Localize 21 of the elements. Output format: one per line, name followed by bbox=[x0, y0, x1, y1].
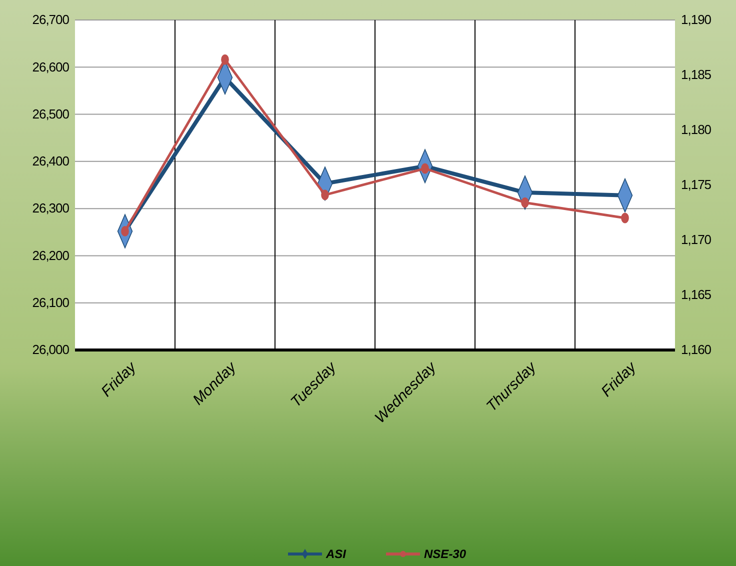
point bbox=[521, 197, 529, 208]
point bbox=[621, 212, 629, 224]
y-tick-label: 26,600 bbox=[32, 59, 70, 74]
legend-label: ASI bbox=[325, 547, 347, 561]
y2-tick-label: 1,190 bbox=[681, 12, 712, 28]
y2-tick-label: 1,170 bbox=[681, 232, 712, 248]
y-tick-label: 26,700 bbox=[32, 12, 70, 28]
point bbox=[221, 54, 229, 65]
y2-tick-label: 1,165 bbox=[681, 287, 712, 302]
y-tick-label: 26,000 bbox=[32, 342, 70, 358]
point bbox=[321, 190, 329, 200]
legend-label: NSE-30 bbox=[424, 547, 466, 561]
y2-tick-label: 1,185 bbox=[681, 67, 712, 82]
y2-tick-label: 1,160 bbox=[681, 342, 712, 358]
y-tick-label: 26,300 bbox=[32, 200, 70, 216]
y-tick-label: 26,100 bbox=[32, 295, 70, 310]
y-tick-label: 26,500 bbox=[32, 106, 70, 122]
y2-tick-label: 1,180 bbox=[681, 122, 712, 138]
y2-tick-label: 1,175 bbox=[681, 177, 712, 192]
y-tick-label: 26,400 bbox=[32, 154, 70, 169]
y-tick-label: 26,200 bbox=[32, 248, 70, 263]
